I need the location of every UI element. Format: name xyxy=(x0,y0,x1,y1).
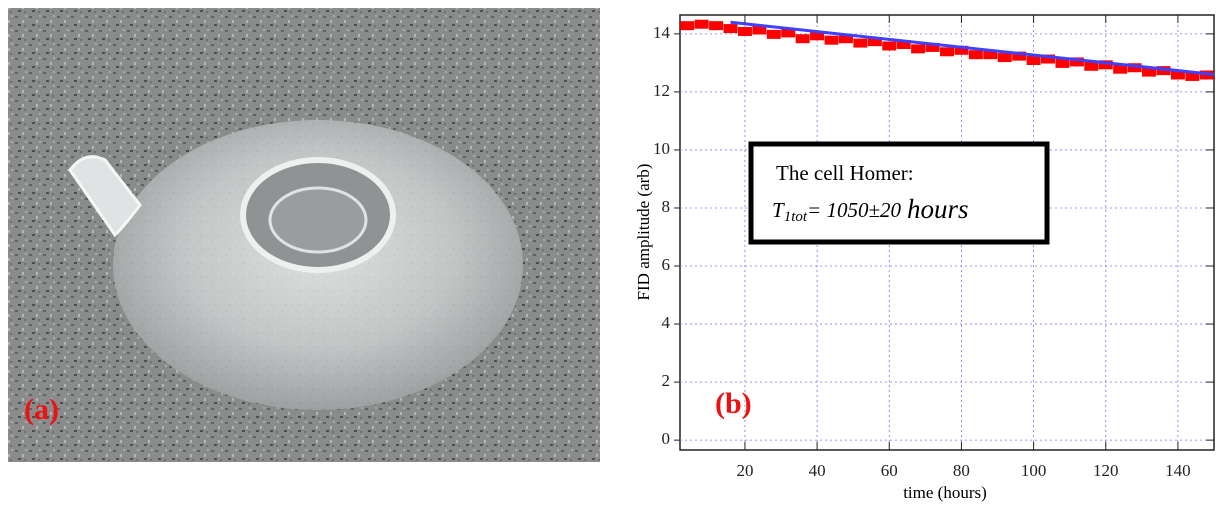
data-point xyxy=(968,50,983,60)
x-tick-label: 60 xyxy=(881,461,898,480)
annotation-subscript: 1tot xyxy=(784,209,808,225)
data-point xyxy=(680,21,695,31)
annotation-box xyxy=(748,141,1050,245)
annotation-value: = 1050±20 xyxy=(807,198,901,222)
data-point xyxy=(983,50,998,60)
data-point xyxy=(1098,60,1113,70)
x-tick-label: 120 xyxy=(1093,461,1119,480)
x-tick-label: 40 xyxy=(809,461,826,480)
data-point xyxy=(752,25,767,35)
y-tick-label: 8 xyxy=(662,197,671,216)
glass-stem xyxy=(68,155,142,238)
data-point xyxy=(838,34,853,44)
data-point xyxy=(766,29,781,39)
x-tick-label: 140 xyxy=(1165,461,1191,480)
data-point xyxy=(911,44,926,54)
data-point xyxy=(1142,67,1157,77)
data-point xyxy=(810,31,825,41)
data-point xyxy=(882,41,897,51)
photo-label: (a) xyxy=(24,393,59,426)
y-tick-label: 10 xyxy=(653,139,670,158)
x-axis-label: time (hours) xyxy=(903,483,987,502)
x-tick-label: 100 xyxy=(1021,461,1047,480)
annotation-line1: The cell Homer: xyxy=(776,161,914,185)
data-point xyxy=(1084,61,1099,71)
data-point xyxy=(824,35,839,45)
y-tick-label: 14 xyxy=(653,23,671,42)
y-axis-label: FID amplitude (arb) xyxy=(634,164,653,301)
data-point xyxy=(1156,66,1171,76)
data-point xyxy=(925,42,940,52)
photo: (a) xyxy=(8,8,600,462)
data-point xyxy=(940,47,954,57)
annotation-unit: hours xyxy=(907,194,969,224)
y-tick-label: 6 xyxy=(662,255,671,274)
data-point xyxy=(723,24,738,34)
data-point xyxy=(1170,70,1185,80)
data-point xyxy=(1026,55,1041,65)
data-point xyxy=(694,19,709,29)
data-point xyxy=(1041,54,1056,64)
torus-inner xyxy=(268,186,368,254)
y-tick-label: 0 xyxy=(662,429,671,448)
data-point xyxy=(896,40,911,50)
data-point xyxy=(1127,63,1142,73)
annotation-symbol: T xyxy=(772,198,785,222)
x-tick-label: 80 xyxy=(953,461,970,480)
y-tick-label: 12 xyxy=(653,81,670,100)
data-point xyxy=(1055,58,1070,68)
y-tick-label: 2 xyxy=(662,371,671,390)
x-tick-label: 20 xyxy=(736,461,753,480)
y-tick-label: 4 xyxy=(662,313,671,332)
data-point xyxy=(1069,57,1084,67)
data-point xyxy=(1113,64,1128,74)
data-point xyxy=(853,38,868,48)
data-point xyxy=(1185,71,1200,81)
data-point xyxy=(737,26,752,36)
fit-line xyxy=(730,20,1215,76)
data-point xyxy=(867,37,882,47)
data-point xyxy=(954,45,969,55)
data-point xyxy=(709,21,724,31)
data-point xyxy=(997,53,1012,63)
panel-label: (b) xyxy=(715,387,752,420)
data-point xyxy=(1012,51,1027,61)
data-point xyxy=(795,34,810,44)
data-point xyxy=(781,28,796,38)
annotation-line2: T1tot= 1050±20 hours xyxy=(772,194,969,225)
chart: FID amplitude (arb) time (hours) The cel… xyxy=(634,14,1215,502)
